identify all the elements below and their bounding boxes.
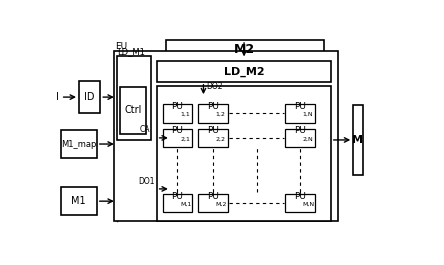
Text: M,1: M,1 [180, 202, 191, 207]
Text: 1,N: 1,N [303, 112, 313, 117]
Text: ID: ID [84, 92, 95, 102]
Text: 2,1: 2,1 [180, 136, 190, 142]
Bar [198, 194, 227, 212]
Text: PU: PU [171, 102, 183, 111]
Text: M1: M1 [71, 196, 86, 206]
Bar [285, 194, 315, 212]
Text: M,2: M,2 [216, 202, 227, 207]
Text: DO1: DO1 [138, 177, 155, 186]
Bar [79, 81, 100, 113]
Text: PU: PU [207, 126, 219, 135]
Text: 2,N: 2,N [303, 136, 313, 142]
Text: M,N: M,N [303, 202, 315, 207]
Text: PU: PU [207, 192, 219, 201]
Text: 1,2: 1,2 [216, 112, 226, 117]
Bar [157, 86, 331, 220]
Text: 2,2: 2,2 [216, 136, 226, 142]
Bar [353, 105, 363, 175]
Bar [198, 129, 227, 147]
Bar [198, 104, 227, 123]
Bar [163, 104, 192, 123]
Text: PU: PU [171, 126, 183, 135]
Text: LD_M1: LD_M1 [117, 47, 145, 56]
Text: PU: PU [294, 126, 306, 135]
Bar [285, 129, 315, 147]
Bar [61, 130, 97, 158]
Text: PU: PU [294, 192, 306, 201]
Text: I: I [56, 92, 59, 102]
Text: M1_map: M1_map [61, 140, 96, 148]
Bar [120, 87, 146, 134]
Text: PU: PU [294, 102, 306, 111]
Bar [61, 187, 97, 215]
Text: M: M [353, 135, 364, 145]
Bar [163, 129, 192, 147]
Text: CA: CA [140, 125, 151, 134]
Text: 1,1: 1,1 [180, 112, 190, 117]
Bar [114, 51, 338, 220]
Text: PU: PU [171, 192, 183, 201]
Text: EU: EU [115, 42, 127, 51]
Text: M2: M2 [234, 43, 255, 56]
Text: Ctrl: Ctrl [124, 105, 142, 115]
Text: PU: PU [207, 102, 219, 111]
Bar [166, 40, 324, 59]
Bar [117, 56, 151, 140]
Text: LD_M2: LD_M2 [224, 67, 264, 77]
Bar [163, 194, 192, 212]
Bar [285, 104, 315, 123]
Text: DO2: DO2 [206, 82, 223, 91]
Bar [157, 61, 331, 82]
